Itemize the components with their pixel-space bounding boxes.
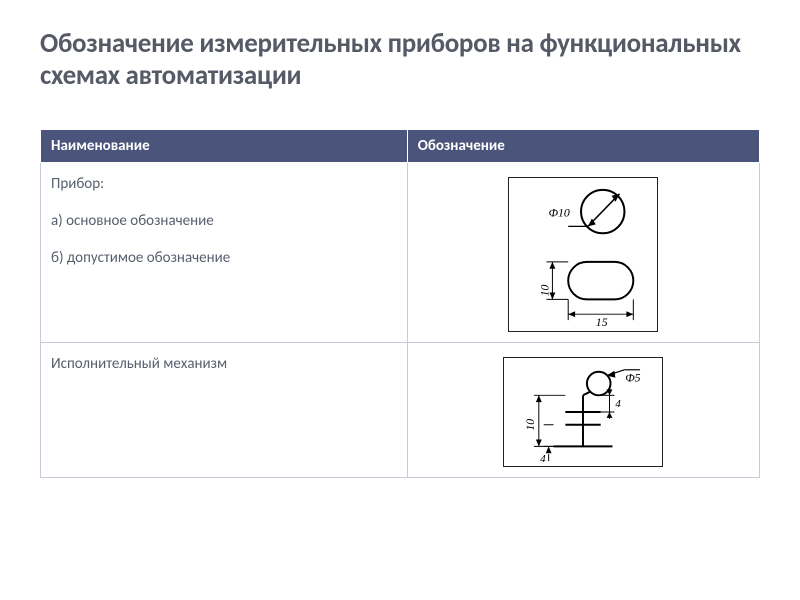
actuator-dia-label: Ф5: [626, 371, 641, 384]
actuator-height-label: 10: [524, 419, 537, 431]
cell-actuator-symbol: Ф5 4 4: [407, 342, 759, 477]
device-item-a: а) основное обозначение: [51, 210, 397, 233]
rounded-height-label: 10: [538, 284, 552, 296]
table-row: Исполнительный механизм: [41, 342, 760, 477]
cell-device-symbol: Ф10 10: [407, 162, 759, 342]
symbols-table: Наименование Обозначение Прибор: а) осно…: [40, 129, 760, 478]
device-item-b: б) допустимое обозначение: [51, 247, 397, 270]
slide: Обозначение измерительных приборов на фу…: [0, 0, 800, 600]
col-header-symbol: Обозначение: [407, 129, 759, 162]
actuator-diagram: Ф5 4 4: [503, 357, 663, 467]
cell-actuator-name: Исполнительный механизм: [41, 342, 408, 477]
device-lead: Прибор:: [51, 173, 397, 196]
col-header-name: Наименование: [41, 129, 408, 162]
table-row: Прибор: а) основное обозначение б) допус…: [41, 162, 760, 342]
actuator-top-gap-label: 4: [616, 398, 622, 410]
table-header-row: Наименование Обозначение: [41, 129, 760, 162]
page-title: Обозначение измерительных приборов на фу…: [40, 28, 760, 93]
actuator-bot-gap-label: 4: [541, 453, 547, 465]
cell-device-name: Прибор: а) основное обозначение б) допус…: [41, 162, 408, 342]
actuator-lead: Исполнительный механизм: [51, 353, 397, 376]
device-diagram: Ф10 10: [508, 177, 658, 332]
rounded-width-label: 15: [596, 315, 608, 329]
circle-dim-label: Ф10: [549, 205, 570, 219]
